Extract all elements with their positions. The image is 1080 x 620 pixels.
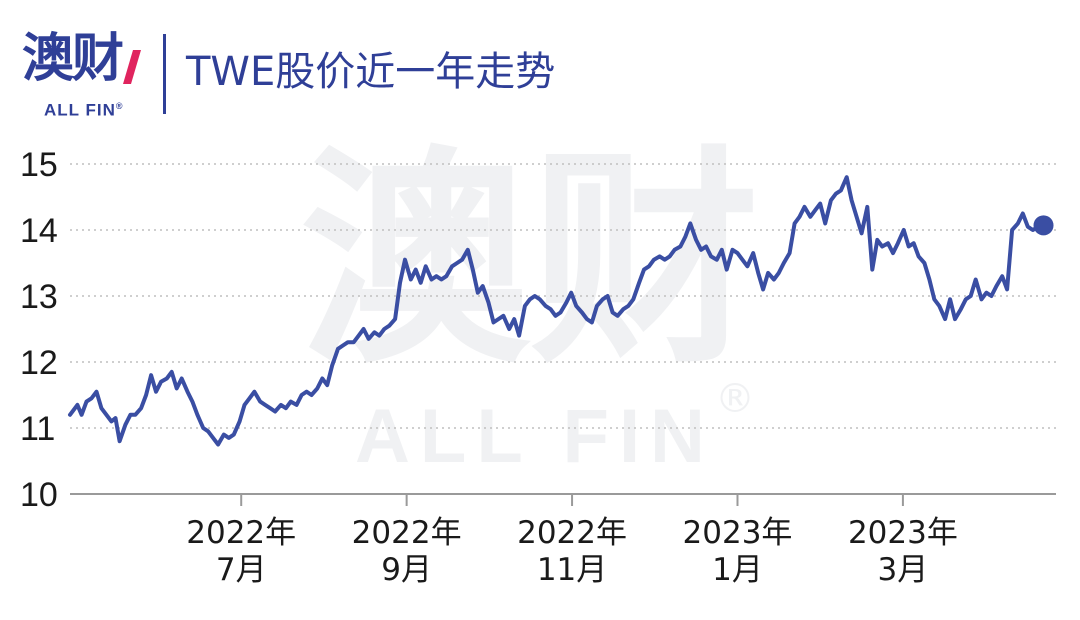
x-tick-label-year: 2022年	[186, 515, 296, 551]
logo-english-label: ALL FIN	[44, 100, 116, 120]
watermark-registered-mark: ®	[715, 376, 755, 422]
chart-header: 澳财 ALL FIN® TWE股价近一年走势	[0, 0, 1080, 130]
logo-english-text: ALL FIN®	[44, 96, 124, 121]
logo-chinese-text: 澳财	[22, 29, 124, 89]
last-price-marker	[1033, 215, 1054, 236]
y-tick-label: 15	[20, 146, 58, 184]
x-tick-label-month: 11月	[537, 552, 607, 588]
watermark-chinese-text: 澳财	[300, 128, 760, 395]
allfin-logo: 澳财 ALL FIN®	[22, 28, 152, 121]
y-tick-label: 14	[20, 212, 58, 250]
y-tick-label: 11	[20, 410, 55, 448]
x-tick-label-month: 7月	[216, 552, 267, 588]
watermark: 澳财 ALL FIN ®	[300, 128, 760, 479]
x-tick-label-year: 2022年	[352, 515, 462, 551]
watermark-english-text: ALL FIN	[355, 394, 715, 479]
x-tick-label-year: 2023年	[848, 515, 958, 551]
logo-accent-mark	[123, 50, 141, 84]
x-tick-label-month: 3月	[878, 552, 929, 588]
x-tick-label-month: 9月	[381, 552, 432, 588]
x-tick-label-month: 1月	[712, 552, 763, 588]
series-group	[68, 175, 1054, 447]
header-divider	[163, 34, 166, 114]
price-line	[68, 175, 1046, 447]
y-tick-label: 12	[20, 344, 58, 382]
y-tick-label: 13	[20, 278, 58, 316]
y-axis-labels: 10 11 12 13 14 15	[20, 146, 58, 514]
chart-title: TWE股价近一年走势	[186, 49, 556, 95]
logo-registered-mark: ®	[115, 101, 124, 111]
x-tick-label-year: 2022年	[517, 515, 627, 551]
x-tick-label-year: 2023年	[683, 515, 793, 551]
y-tick-label: 10	[20, 476, 58, 514]
grid-lines	[70, 163, 1056, 429]
